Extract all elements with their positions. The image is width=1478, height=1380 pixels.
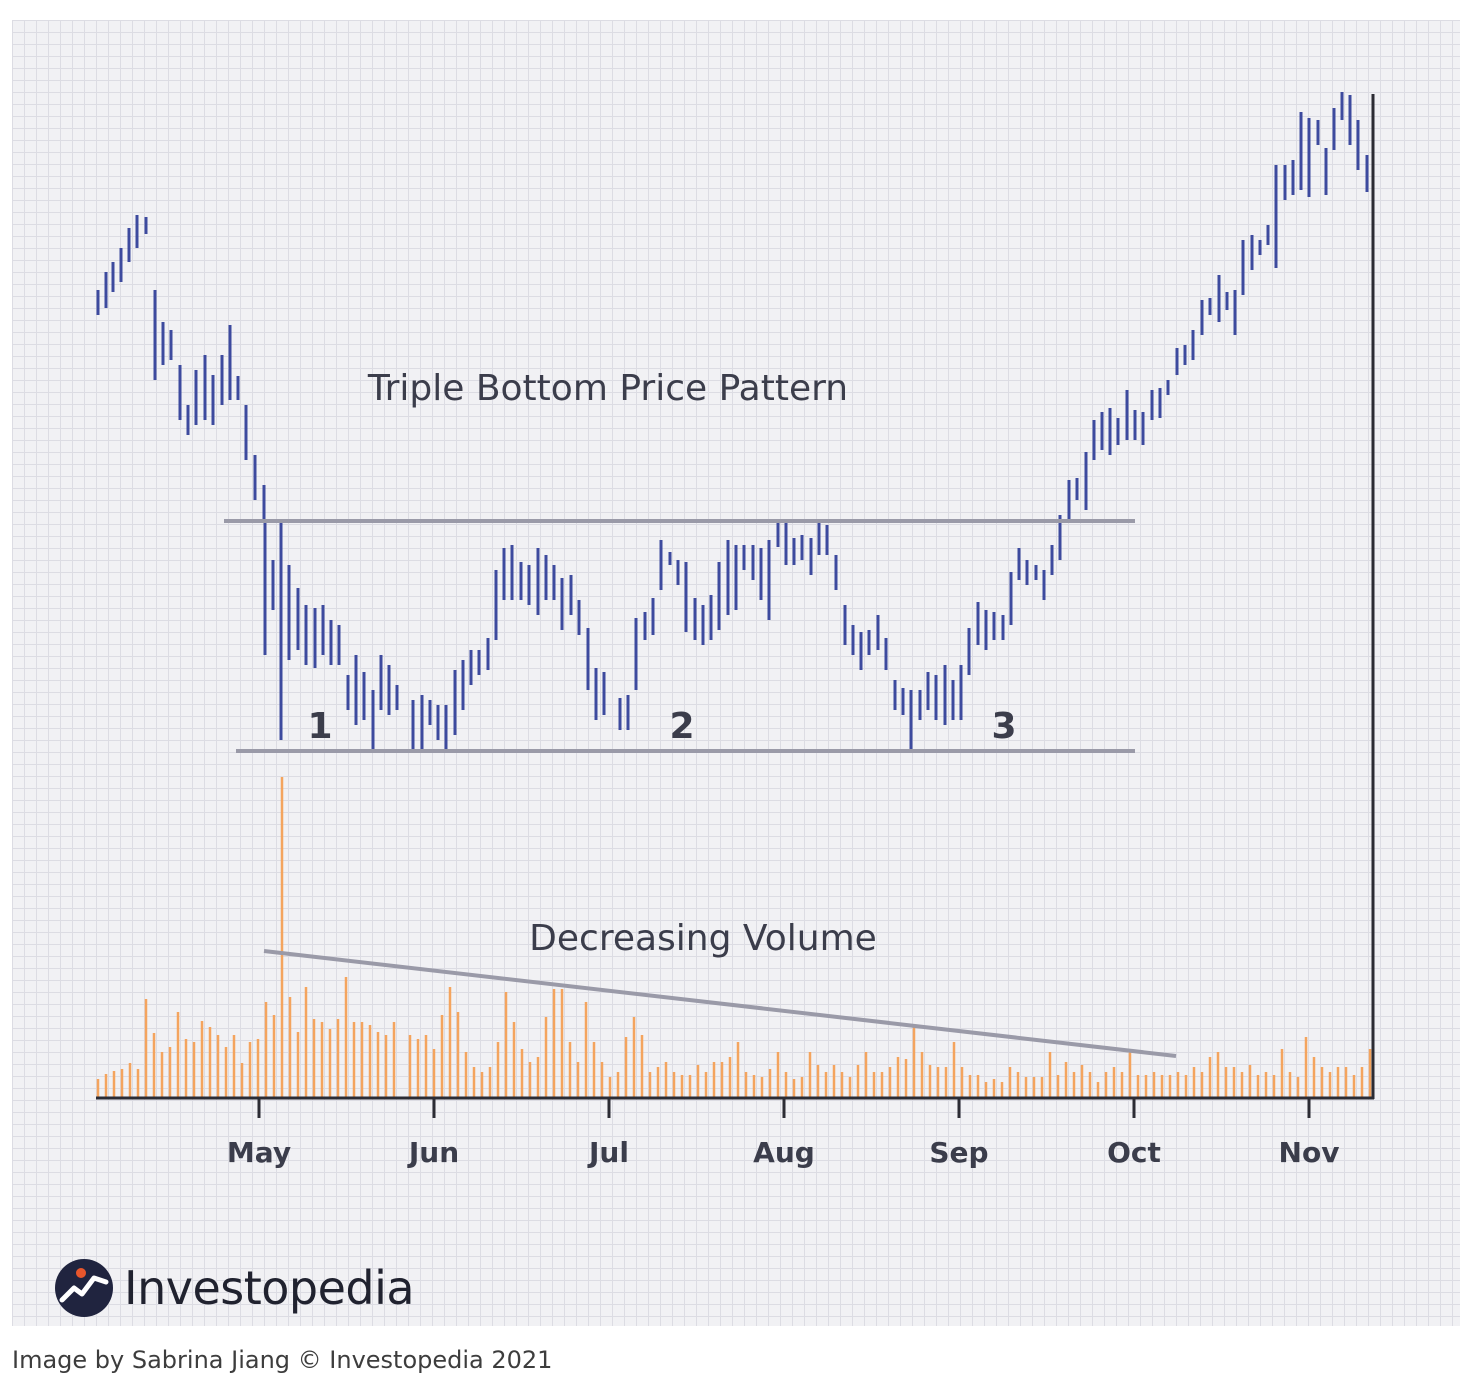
volume-label: Decreasing Volume bbox=[529, 918, 877, 959]
volume-bars bbox=[96, 777, 1372, 1097]
chart-title: Triple Bottom Price Pattern bbox=[367, 368, 848, 409]
logo: Investopedia bbox=[54, 1258, 415, 1318]
x-tick-label-oct: Oct bbox=[1107, 1136, 1161, 1169]
x-tick-label-sep: Sep bbox=[929, 1136, 988, 1169]
bottom-label-3: 3 bbox=[991, 706, 1016, 747]
investopedia-logo-icon bbox=[55, 1259, 113, 1317]
volume-trend-line bbox=[263, 949, 1177, 1058]
bottom-label-1: 1 bbox=[307, 706, 332, 747]
price-bars bbox=[96, 92, 1369, 750]
axes: May Jun Jul Aug Sep Oct Nov bbox=[96, 94, 1375, 1169]
image-caption: Image by Sabrina Jiang © Investopedia 20… bbox=[12, 1346, 553, 1374]
logo-wordmark: Investopedia bbox=[124, 1261, 415, 1315]
bottom-label-2: 2 bbox=[669, 706, 694, 747]
x-tick-label-nov: Nov bbox=[1279, 1136, 1340, 1169]
chart-svg: May Jun Jul Aug Sep Oct Nov Triple Bottom Pric… bbox=[96, 92, 1375, 1169]
x-tick-label-may: May bbox=[227, 1136, 291, 1169]
x-tick-label-jul: Jul bbox=[587, 1136, 629, 1169]
x-tick-label-jun: Jun bbox=[407, 1136, 459, 1169]
x-ticks: May Jun Jul Aug Sep Oct Nov bbox=[227, 1098, 1340, 1169]
level-lines bbox=[224, 519, 1177, 1058]
x-tick-label-aug: Aug bbox=[753, 1136, 815, 1169]
chart-panel: May Jun Jul Aug Sep Oct Nov Triple Bottom Pric… bbox=[12, 20, 1460, 1326]
